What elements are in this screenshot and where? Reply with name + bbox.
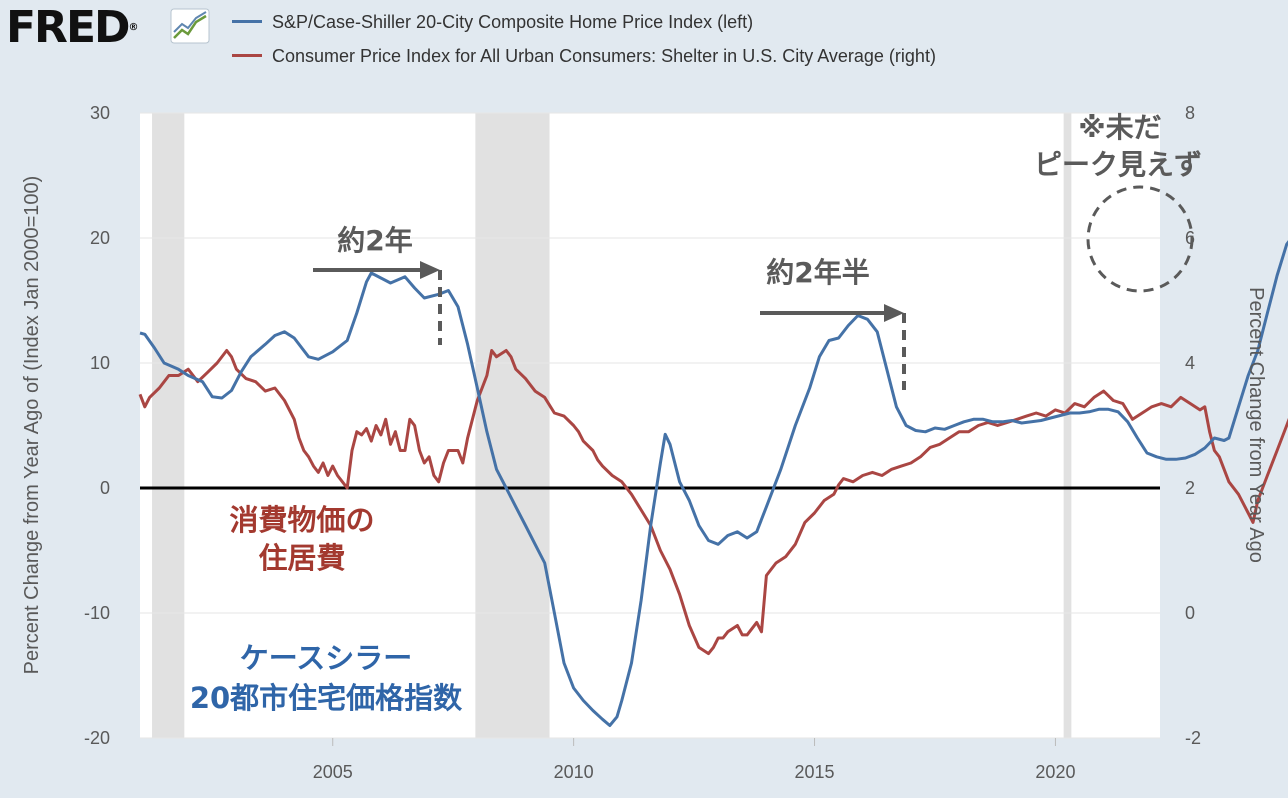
peak-note: ※未だ ピーク見えず [1034,111,1202,293]
y-tick-left: -10 [84,603,110,623]
caseshiller-label-line1: ケースシラー [240,641,413,675]
x-tick: 2005 [313,762,353,782]
logo-mark: ® [128,22,139,33]
line-chart-icon [170,8,210,44]
recession-band [1063,113,1072,738]
y-tick-left: 30 [90,103,110,123]
recession-band [152,113,185,738]
x-tick: 2020 [1035,762,1075,782]
legend-swatch-blue [232,19,262,23]
y-axis-right-title: Percent Change from Year Ago [1245,287,1267,563]
y-tick-right: 4 [1185,353,1195,373]
peak-note-line1: ※未だ [1078,111,1161,144]
arrow-annotation-2yr: 約2年 [313,224,442,345]
fred-logo[interactable]: FRED® [6,2,139,53]
shelter-label-line2: 住居費 [258,541,345,575]
series-line-shelter [138,349,1288,656]
y-tick-right: 6 [1185,228,1195,248]
arrow-label-2yr: 約2年 [337,224,412,257]
y-tick-right: 8 [1185,103,1195,123]
y-axis-left-title: Percent Change from Year Ago of (Index J… [21,176,43,675]
y-tick-left: 20 [90,228,110,248]
y-tick-left: 0 [100,478,110,498]
x-tick: 2015 [795,762,835,782]
y-tick-left: 10 [90,353,110,373]
legend-label-shelter: Consumer Price Index for All Urban Consu… [272,46,936,66]
shelter-label-line1: 消費物価の [229,503,374,537]
arrow-label-2-5yr: 約2年半 [766,256,869,289]
caseshiller-label: ケースシラー 20都市住宅価格指数 [190,641,463,715]
legend-item-caseshiller[interactable]: S&P/Case-Shiller 20-City Composite Home … [232,12,753,33]
legend-label-caseshiller: S&P/Case-Shiller 20-City Composite Home … [272,12,754,32]
series-line-caseshiller [139,240,1288,727]
peak-note-line2: ピーク見えず [1034,148,1202,181]
logo-text: FRED [6,2,131,53]
y-tick-right: 0 [1185,603,1195,623]
plot-background [140,113,1160,738]
caseshiller-label-line2: 20都市住宅価格指数 [190,681,463,715]
shelter-label: 消費物価の 住居費 [229,503,374,575]
recession-band [475,113,550,738]
y-tick-left: -20 [84,728,110,748]
arrow-annotation-2-5yr: 約2年半 [760,256,906,390]
y-tick-right: -2 [1185,728,1201,748]
peak-circle [1086,185,1194,293]
y-tick-right: 2 [1185,478,1195,498]
legend-swatch-red [232,53,262,57]
legend-item-shelter[interactable]: Consumer Price Index for All Urban Consu… [232,46,936,67]
x-tick: 2010 [554,762,594,782]
